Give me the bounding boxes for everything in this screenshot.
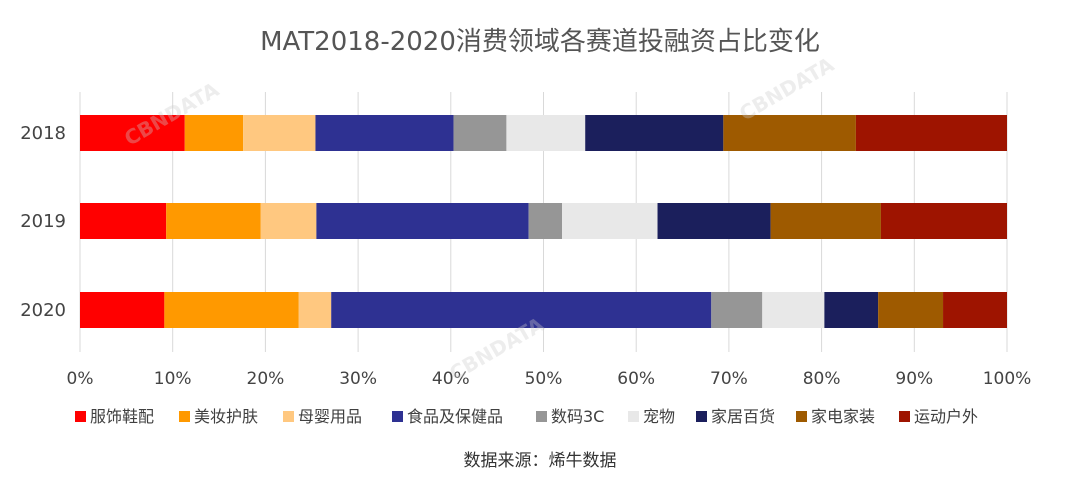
legend-swatch	[392, 411, 403, 422]
x-tick-label: 100%	[983, 369, 1032, 389]
bar-segment	[80, 115, 185, 151]
legend-label: 美妆护肤	[194, 407, 258, 426]
legend-swatch	[696, 411, 707, 422]
legend-label: 运动户外	[914, 407, 978, 426]
legend-label: 家电家装	[811, 407, 875, 426]
bar-segment	[298, 292, 332, 328]
legend-item: 食品及保健品	[392, 407, 503, 426]
bar-segment	[315, 115, 454, 151]
legend-swatch	[536, 411, 547, 422]
bar-segment	[528, 203, 563, 239]
category-label: 2020	[20, 300, 66, 321]
legend-item: 家居百货	[696, 407, 775, 426]
bar-segment	[585, 115, 724, 151]
bar-segment	[878, 292, 944, 328]
bar-segment	[80, 292, 165, 328]
legend-item: 服饰鞋配	[75, 407, 154, 426]
x-tick-label: 80%	[803, 369, 841, 389]
bars	[80, 115, 1007, 328]
bar-segment	[762, 292, 825, 328]
bar-segment	[316, 203, 529, 239]
bar-segment	[166, 203, 261, 239]
bar-segment	[331, 292, 712, 328]
legend-label: 数码3C	[551, 407, 604, 426]
legend-label: 食品及保健品	[407, 407, 503, 426]
legend: 服饰鞋配 美妆护肤 母婴用品 食品及保健品 数码3C 宠物 家居百货 家电家装 运动户外	[75, 407, 978, 426]
legend-item: 美妆护肤	[179, 407, 258, 426]
x-tick-label: 50%	[525, 369, 563, 389]
bar-segment	[657, 203, 771, 239]
legend-item: 宠物	[628, 407, 675, 426]
chart-title: MAT2018-2020消费领域各赛道投融资占比变化	[260, 27, 820, 57]
legend-swatch	[283, 411, 294, 422]
bar-segment	[506, 115, 586, 151]
watermark-text: CBNDATA	[735, 52, 838, 125]
bar-segment	[260, 203, 317, 239]
bar-segment	[855, 115, 1007, 151]
x-tick-label: 60%	[617, 369, 655, 389]
bar-segment	[824, 292, 879, 328]
legend-item: 数码3C	[536, 407, 604, 426]
legend-swatch	[796, 411, 807, 422]
bar-segment	[711, 292, 763, 328]
legend-label: 母婴用品	[298, 407, 362, 426]
bar-segment	[453, 115, 507, 151]
legend-label: 服饰鞋配	[90, 407, 154, 426]
bar-segment	[943, 292, 1007, 328]
category-label: 2019	[20, 211, 66, 232]
legend-item: 母婴用品	[283, 407, 362, 426]
category-label: 2018	[20, 123, 66, 144]
x-tick-label: 20%	[247, 369, 285, 389]
bar-segment	[880, 203, 1007, 239]
bar-segment	[164, 292, 299, 328]
bar-segment	[80, 203, 167, 239]
legend-label: 宠物	[643, 407, 675, 426]
legend-label: 家居百货	[711, 407, 775, 426]
x-tick-label: 70%	[710, 369, 748, 389]
legend-swatch	[899, 411, 910, 422]
bar-segment	[770, 203, 881, 239]
x-tick-label: 30%	[339, 369, 377, 389]
x-tick-label: 10%	[154, 369, 192, 389]
legend-swatch	[75, 411, 86, 422]
legend-item: 运动户外	[899, 407, 978, 426]
y-axis: 2018 2019 2020	[20, 123, 66, 321]
legend-item: 家电家装	[796, 407, 875, 426]
x-tick-label: 40%	[432, 369, 470, 389]
legend-swatch	[628, 411, 639, 422]
x-tick-label: 0%	[67, 369, 94, 389]
source-note: 数据来源：烯牛数据	[464, 451, 617, 471]
x-axis: 0% 10% 20% 30% 40% 50% 60% 70% 80% 90% 100%	[67, 369, 1032, 389]
bar-segment	[723, 115, 856, 151]
bar-segment	[184, 115, 244, 151]
bar-segment	[562, 203, 658, 239]
bar-segment	[243, 115, 316, 151]
x-tick-label: 90%	[895, 369, 933, 389]
legend-swatch	[179, 411, 190, 422]
